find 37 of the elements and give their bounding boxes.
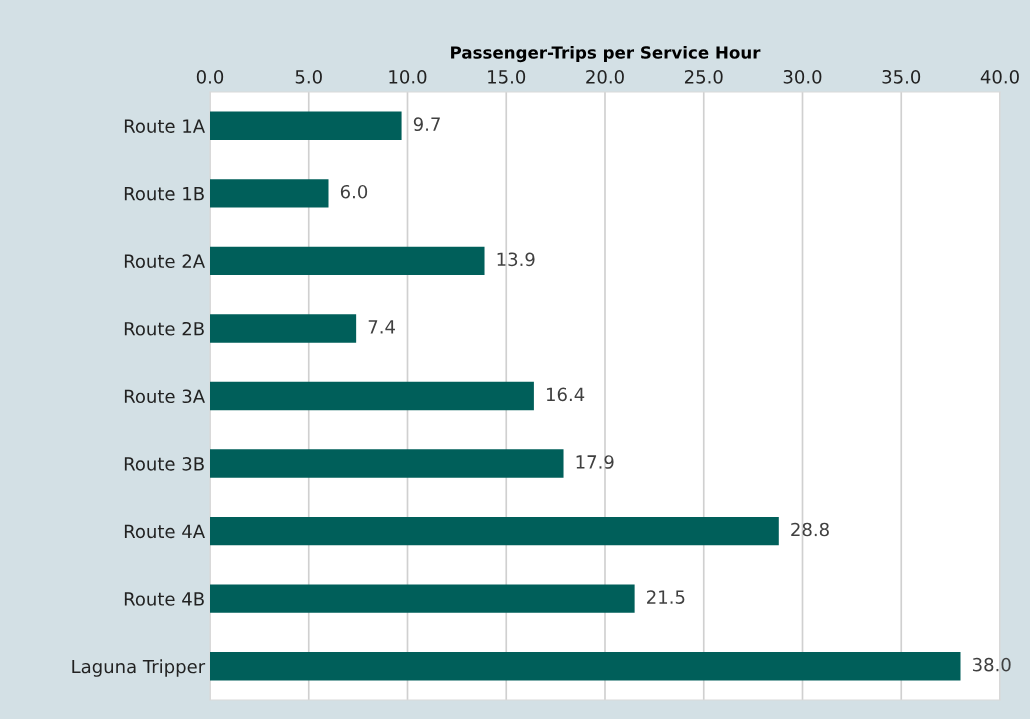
bar [210, 179, 329, 208]
y-tick-label: Route 3A [124, 389, 205, 404]
bar [210, 584, 635, 613]
bar [210, 246, 485, 276]
data-label: 13.9 [497, 252, 535, 267]
x-tick-label: 25.0 [684, 69, 723, 84]
y-tick-label: Route 2A [124, 254, 205, 269]
data-label: 17.9 [576, 455, 614, 469]
y-tick-label: Route 3B [124, 457, 204, 471]
y-tick-label: Route 4B [124, 592, 204, 606]
bar [210, 449, 564, 478]
y-tick-label: Route 1B [124, 187, 204, 201]
bar [210, 111, 402, 140]
y-tick-label: Route 1A [124, 119, 205, 133]
x-tick-label: 5.0 [295, 69, 322, 84]
x-tick-label: 15.0 [488, 69, 526, 84]
bar [210, 652, 961, 681]
data-label: 16.4 [546, 387, 585, 402]
bar [210, 516, 779, 546]
data-label: 6.0 [340, 184, 368, 199]
y-tick-label: Laguna Tripper [72, 659, 206, 677]
y-tick-label: Route 4A [124, 524, 205, 539]
x-axis-title: Passenger-Trips per Service Hour [451, 45, 761, 63]
x-tick-label: 20.0 [586, 69, 624, 84]
data-label: 28.8 [791, 522, 829, 537]
x-tick-label: 35.0 [882, 69, 921, 84]
x-tick-label: 10.0 [389, 69, 427, 84]
data-label: 9.7 [413, 117, 440, 132]
x-tick-label: 0.0 [196, 69, 224, 84]
data-label: 21.5 [647, 590, 685, 604]
bar [210, 314, 357, 343]
x-tick-label: 40.0 [980, 69, 1019, 84]
bar [210, 381, 534, 411]
y-tick-label: Route 2B [124, 321, 204, 336]
x-tick-label: 30.0 [783, 69, 822, 84]
data-label: 7.4 [368, 320, 395, 334]
data-label: 38.0 [972, 657, 1011, 672]
